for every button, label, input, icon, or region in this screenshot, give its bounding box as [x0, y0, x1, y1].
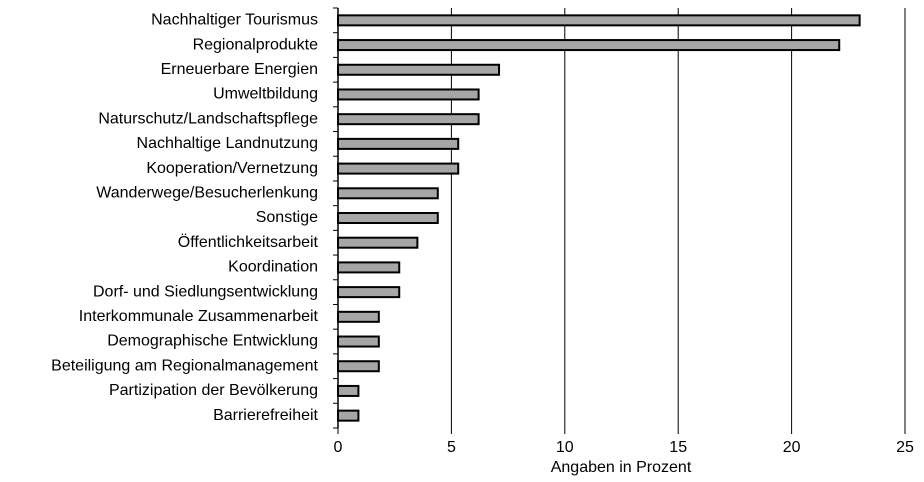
x-tick-label: 20 [783, 439, 801, 456]
y-tick-label: Barrierefreiheit [213, 407, 318, 424]
bar [337, 212, 439, 224]
bar [337, 384, 360, 397]
y-tick-label: Partizipation der Bevölkerung [109, 382, 318, 399]
y-tick-label: Öffentlichkeitsarbeit [178, 233, 319, 251]
bar [337, 409, 360, 422]
y-tick-label: Dorf- und Siedlungsentwicklung [93, 283, 318, 300]
y-tick-label: Nachhaltiger Tourismus [151, 12, 318, 29]
bar [337, 286, 401, 299]
bar [337, 261, 401, 274]
bar [337, 39, 841, 52]
bar [337, 137, 460, 150]
y-tick-label: Demographische Entwicklung [107, 333, 318, 350]
x-tick-label: 25 [896, 439, 914, 456]
bar [337, 88, 480, 101]
y-tick-label: Naturschutz/Landschaftspflege [98, 110, 318, 127]
x-tick-label: 0 [334, 439, 343, 456]
y-tick-label: Kooperation/Vernetzung [146, 160, 318, 177]
y-tick-label: Sonstige [256, 209, 318, 226]
y-tick-label: Erneuerbare Energien [161, 61, 318, 78]
x-tick-label: 15 [669, 439, 687, 456]
bar [337, 360, 380, 373]
bar [337, 335, 380, 348]
y-tick-label: Beteiligung am Regionalmanagement [51, 357, 318, 374]
bar [337, 162, 460, 175]
y-tick-label: Regionalprodukte [193, 36, 319, 53]
y-tick-label: Umweltbildung [213, 86, 318, 103]
y-tick-label: Wanderwege/Besucherlenkung [96, 185, 318, 202]
y-tick-label: Nachhaltige Landnutzung [137, 135, 318, 152]
bar [337, 236, 419, 249]
bar [337, 63, 501, 76]
bar [337, 310, 380, 323]
x-tick-label: 10 [556, 439, 574, 456]
y-tick-label: Interkommunale Zusammenarbeit [79, 308, 319, 325]
x-axis-label: Angaben in Prozent [551, 459, 692, 476]
y-tick-label: Koordination [228, 259, 318, 276]
bar [337, 187, 439, 200]
x-tick-label: 5 [447, 439, 456, 456]
bar [337, 14, 861, 27]
bar [337, 113, 480, 126]
